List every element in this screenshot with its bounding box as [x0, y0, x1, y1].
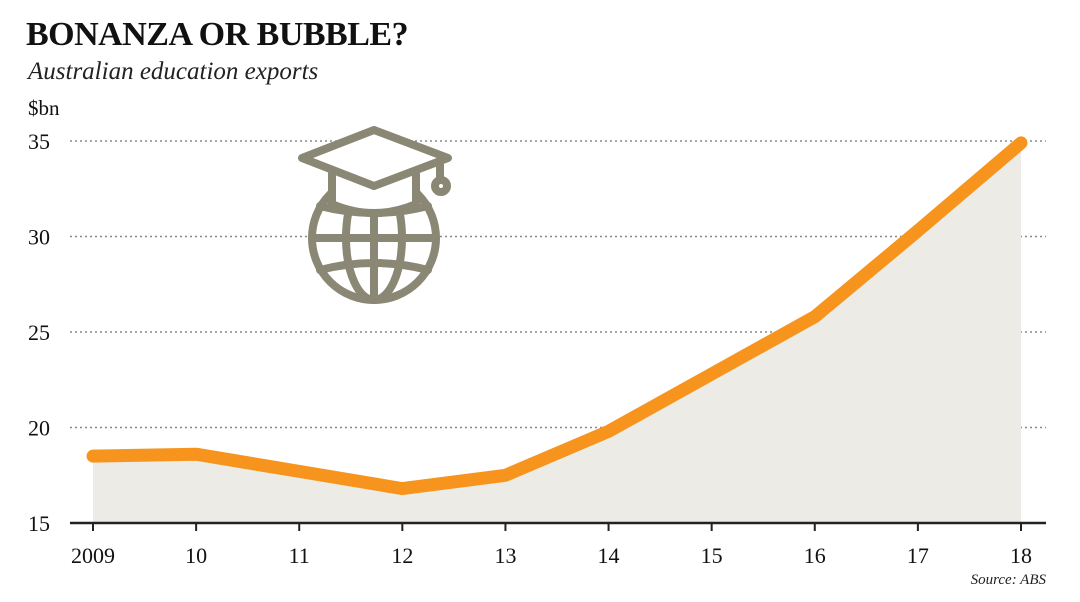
x-tick-label: 15	[701, 543, 723, 568]
area-fill	[93, 142, 1021, 523]
x-tick-label: 11	[289, 543, 310, 568]
y-axis-unit-label: $bn	[28, 96, 60, 120]
y-tick-label: 25	[28, 320, 50, 345]
series-line	[86, 136, 1028, 496]
chart-subtitle: Australian education exports	[28, 58, 319, 85]
x-tick-label: 17	[907, 543, 929, 568]
x-tick-label: 16	[804, 543, 826, 568]
axes	[70, 521, 1046, 531]
y-tick-labels: 15 20 25 30 35	[28, 129, 50, 536]
source-note: Source: ABS	[970, 572, 1046, 588]
chart-title: BONANZA OR BUBBLE?	[26, 16, 409, 53]
x-tick-label: 18	[1010, 543, 1032, 568]
x-tick-label: 14	[598, 543, 620, 568]
graduation-cap-globe-icon	[298, 126, 452, 304]
x-tick-label: 12	[391, 543, 413, 568]
x-tick-label: 13	[494, 543, 516, 568]
y-tick-label: 15	[28, 511, 50, 536]
x-tick-labels: 2009 10 11 12 13 14 15 16 17 18	[71, 543, 1032, 568]
y-tick-label: 20	[28, 416, 50, 441]
y-tick-label: 35	[28, 129, 50, 154]
x-tick-label: 10	[185, 543, 207, 568]
x-tick-label: 2009	[71, 543, 115, 568]
y-tick-label: 30	[28, 225, 50, 250]
